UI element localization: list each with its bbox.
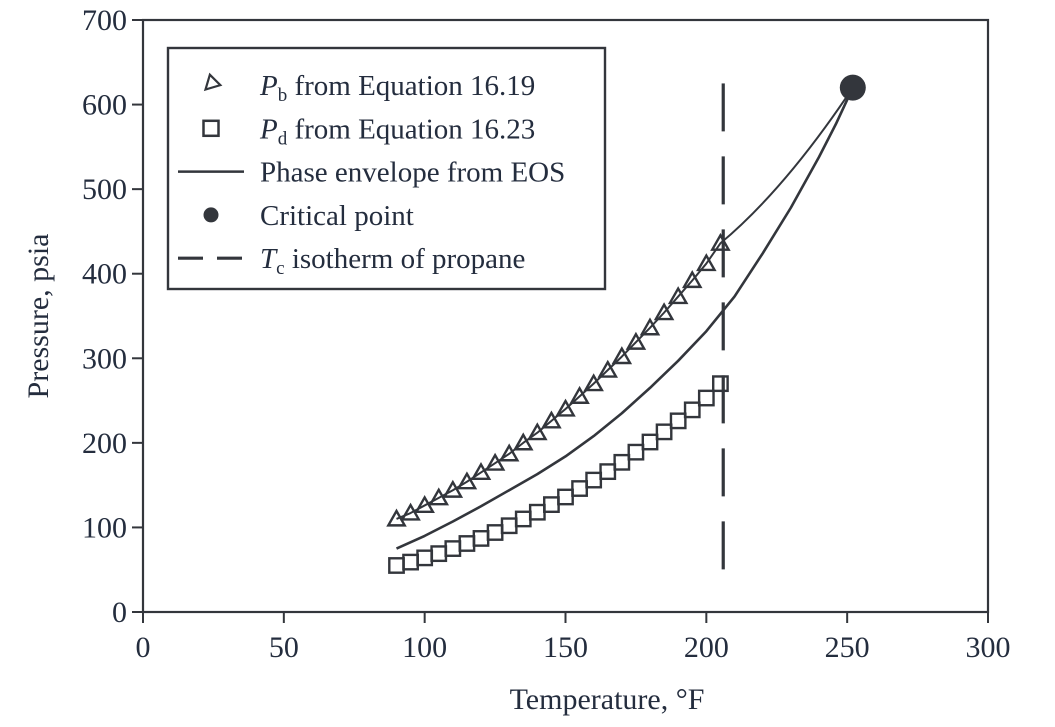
pd-square-marker [712,375,729,393]
pd-square-marker [669,412,687,430]
pd-square-marker [585,471,603,489]
pb-triangle-marker [569,385,590,404]
y-tick-label-0: 0 [112,596,127,629]
pd-square-marker [627,443,645,461]
critical-point-marker [839,74,866,101]
pb-triangle-marker [527,422,548,441]
y-axis-title: Pressure, psia [22,234,55,399]
pb-triangle-marker [653,302,675,321]
x-axis-title: Temperature, °F [510,683,705,716]
pd-square-marker [571,480,588,497]
legend-item-label: Pb from Equation 16.19 [259,70,535,106]
pd-square-marker [697,389,715,407]
pb-triangle-marker [541,410,562,429]
pb-triangle-marker [681,270,703,289]
pd-square-marker [557,488,574,506]
legend-item-label: Pd from Equation 16.23 [259,113,535,149]
y-tick-label-300: 300 [82,342,127,375]
pd-square-marker [683,401,701,419]
pb-triangle-marker [696,253,717,272]
pb-triangle-marker [386,508,407,527]
y-tick-label-600: 600 [82,89,127,122]
pd-square-marker [655,423,673,441]
pd-square-marker [486,524,504,541]
pd-square-marker [458,535,476,552]
x-tick-label-250: 250 [825,631,870,664]
pd-square-marker [388,557,405,574]
pb-triangle-marker [555,398,576,417]
legend-item-label: Critical point [260,200,414,232]
pb-series-line [396,87,854,520]
x-tick-label-300: 300 [966,631,1011,664]
pb-triangle-marker [639,317,661,336]
pd-square-marker [528,503,546,521]
legend-item-label: Phase envelope from EOS [260,157,565,189]
y-tick-label-700: 700 [82,4,127,37]
legend-square-icon [202,119,220,138]
x-tick-label-150: 150 [543,631,588,664]
pd-square-marker [402,553,419,571]
x-tick-label-200: 200 [684,631,729,664]
pd-square-marker [543,496,560,513]
pd-square-marker [430,545,448,563]
pb-triangle-marker [442,479,464,498]
pb-triangle-marker [611,346,633,365]
y-tick-label-500: 500 [82,173,127,206]
pd-square-marker [613,453,631,471]
y-tick-label-400: 400 [82,258,127,291]
pb-triangle-marker [597,359,619,378]
x-tick-label-100: 100 [402,631,447,664]
pb-triangle-marker [498,443,520,462]
pb-triangle-marker [414,495,435,514]
pd-square-marker [416,549,434,567]
x-tick-label-50: 50 [269,631,299,664]
pd-square-marker [472,530,490,547]
legend-item-label: Tc isotherm of propane [260,243,525,279]
pb-triangle-marker [667,286,689,305]
plot-area: 0 50 100 150 200 250 300 0 100 200 300 400 500 600 700 [82,4,1011,664]
pb-triangle-marker [400,502,421,521]
pb-triangle-marker [625,331,647,350]
pd-square-marker [641,433,659,451]
pb-triangle-marker [583,373,604,392]
x-tick-label-0: 0 [136,631,151,664]
pd-square-marker [444,540,462,557]
y-tick-label-200: 200 [82,427,127,460]
pb-triangle-marker [470,462,492,481]
pb-triangle-marker [710,232,731,251]
legend: Pb from Equation 16.19 Pd from Equation 1… [166,46,607,291]
legend-box [166,46,607,291]
y-tick-label-100: 100 [82,511,127,544]
pb-triangle-marker [428,487,450,506]
eos-phase-envelope-curve [395,87,854,550]
legend-triangle-icon [203,72,223,92]
pb-triangle-marker [456,471,478,490]
pd-square-marker [514,510,532,528]
legend-circle-icon [203,207,219,223]
pd-square-marker [599,463,617,481]
pb-triangle-marker [484,452,506,471]
pb-triangle-marker [512,432,534,451]
pd-square-marker [500,517,518,535]
